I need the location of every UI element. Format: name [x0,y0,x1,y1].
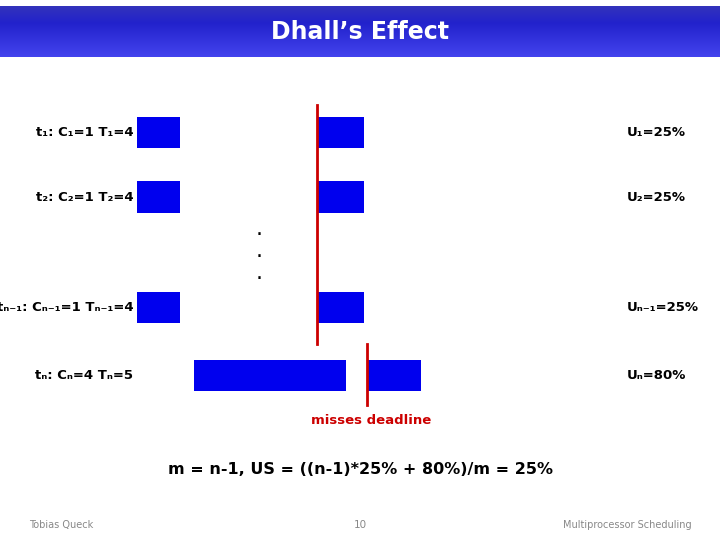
Text: .: . [256,219,263,240]
Text: Uₙ=80%: Uₙ=80% [626,369,685,382]
Bar [317,292,364,323]
Text: Tobias Queck: Tobias Queck [29,520,93,530]
Text: .: . [256,262,263,283]
Text: Uₙ₋₁=25%: Uₙ₋₁=25% [626,301,698,314]
Text: misses deadline: misses deadline [310,414,431,427]
Text: tₙ₋₁: Cₙ₋₁=1 Tₙ₋₁=4: tₙ₋₁: Cₙ₋₁=1 Tₙ₋₁=4 [0,301,133,314]
Text: tₙ: Cₙ=4 Tₙ=5: tₙ: Cₙ=4 Tₙ=5 [35,369,133,382]
Text: 10: 10 [354,520,366,530]
Bar [137,117,180,148]
Bar [194,360,346,391]
Text: U₁=25%: U₁=25% [626,126,685,139]
Bar [137,181,180,213]
Text: Multiprocessor Scheduling: Multiprocessor Scheduling [562,520,691,530]
Bar [317,181,364,213]
Text: t₂: C₂=1 T₂=4: t₂: C₂=1 T₂=4 [35,191,133,204]
Bar [317,117,364,148]
Text: U₂=25%: U₂=25% [626,191,685,204]
Text: .: . [256,241,263,261]
Bar [137,292,180,323]
Text: m = n-1, US = ((n-1)*25% + 80%)/m = 25%: m = n-1, US = ((n-1)*25% + 80%)/m = 25% [168,462,552,477]
Text: t₁: C₁=1 T₁=4: t₁: C₁=1 T₁=4 [35,126,133,139]
Bar [367,360,421,391]
Text: Dhall’s Effect: Dhall’s Effect [271,19,449,44]
